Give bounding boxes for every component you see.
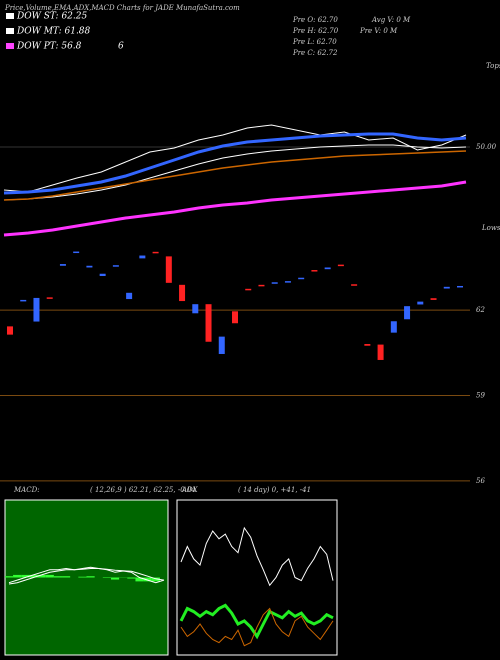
y-tick-label: 62 [476,306,485,314]
panel-title: MACD: [13,486,40,494]
histogram-bar [53,576,63,578]
panel-subtitle: ( 14 day) 0, +41, -41 [238,486,311,494]
series-line [3,144,467,201]
candle-body [337,264,344,267]
panel-subtitle: ( 12,26,9 ) 62.21, 62.25, -0.04 [90,486,196,494]
candle-body [7,326,13,335]
legend-swatch [6,43,14,49]
candle-body [377,344,384,360]
quote: Pre O: 62.70 [292,16,338,24]
histogram-bar [143,577,152,582]
series-line [8,566,165,584]
histogram-bar [86,576,95,578]
candle-body [364,344,371,346]
histogram-bar [62,576,71,578]
histogram-bar [78,576,87,578]
candle-body [99,273,106,277]
candle-body [33,297,40,322]
series-line [3,150,467,201]
candle-body [86,265,93,268]
annotation: Tops [486,62,500,70]
histogram-bar [37,574,46,578]
candle-body [20,299,27,302]
legend-note: 6 [118,42,124,52]
quote: Avg V: 0 M [371,16,411,24]
candle-body [258,284,265,287]
candle-body [390,321,397,333]
histogram-bar [29,574,38,578]
quote: Pre L: 62.70 [292,38,337,46]
candle-body [179,284,186,302]
series-line [179,603,334,640]
histogram-bar [151,577,160,582]
candle-body [139,255,146,259]
candle-body [152,251,159,254]
candle-body [165,256,172,283]
candle-body [351,284,358,286]
legend-swatch [6,13,14,19]
series-line [180,526,334,587]
legend-label: DOW MT: 61.88 [16,27,91,37]
series-line [3,132,467,195]
series-line [180,607,334,647]
candle-body [298,277,305,280]
candle-body [284,281,291,283]
histogram-bar [13,574,22,578]
histogram-bar [45,574,54,578]
candle-body [46,297,53,299]
candle-body [404,306,411,320]
histogram-bar [135,577,144,582]
candle-body [192,304,199,314]
candle-body [112,265,119,267]
histogram-bar [110,577,120,580]
quote: Pre V: 0 M [359,27,398,35]
candle-body [73,251,80,254]
quote: Pre C: 62.72 [292,49,338,57]
candle-body [126,292,133,300]
histogram-bar [4,576,14,578]
y-tick-label: 59 [476,392,485,400]
candle-body [245,288,252,291]
series-line [3,124,467,193]
candle-body [271,282,278,284]
y-tick-label: 56 [476,477,485,485]
candle-body [218,336,225,354]
candle-body [457,285,463,288]
legend-swatch [6,28,14,34]
panel-title: ADX [181,486,199,494]
histogram-bar [21,574,30,578]
candle-body [430,298,437,300]
candle-body [205,304,212,342]
series-line [8,568,165,585]
legend-label: DOW ST: 62.25 [16,12,87,22]
y-tick-label: 50.00 [476,143,497,151]
quote: Pre H: 62.70 [292,27,339,35]
histogram-bar [127,577,136,579]
page-title: Price,Volume,EMA,ADX,MACD Charts for JAD… [4,4,240,12]
annotation: Lows [481,224,500,232]
legend-label: DOW PT: 56.8 [16,42,82,52]
candle-body [311,270,318,272]
candle-body [417,301,424,305]
candle-body [232,311,238,324]
candle-body [324,267,331,270]
histogram-bar [102,577,111,579]
candle-body [59,264,66,266]
series-line [3,180,467,237]
candle-body [443,286,450,289]
